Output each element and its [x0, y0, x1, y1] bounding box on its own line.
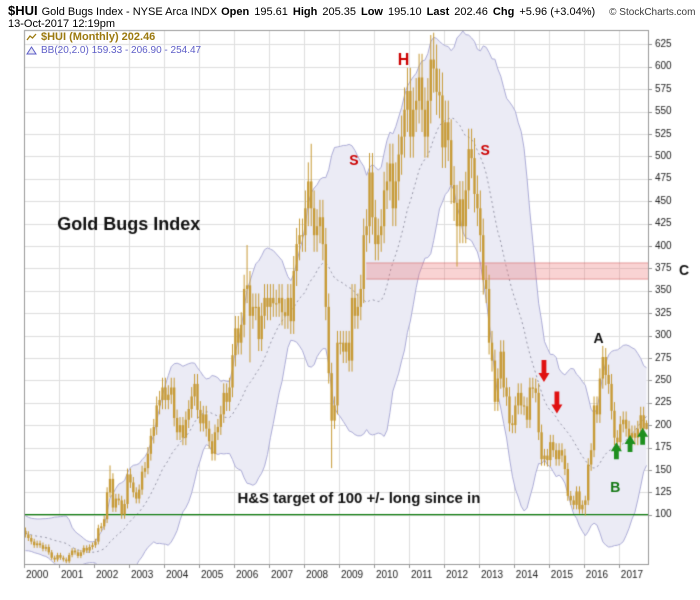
chart-title: Gold Bugs Index - NYSE Arca INDX: [41, 6, 218, 18]
timestamp: 13-Oct-2017 12:19pm: [8, 18, 116, 30]
last-label: Last: [426, 6, 450, 18]
legend-price-label: $HUI (Monthly) 202.46: [41, 31, 156, 43]
ohlc-quote: Open 195.61 High 205.35 Low 195.10 Last …: [221, 6, 595, 18]
open-label: Open: [221, 6, 250, 18]
bollinger-bands-icon: [26, 46, 37, 55]
open-value: 195.61: [254, 6, 288, 18]
price-series-icon: [26, 33, 37, 40]
legend-price: $HUI (Monthly) 202.46: [26, 31, 155, 43]
last-value: 202.46: [454, 6, 488, 18]
low-label: Low: [360, 6, 383, 18]
low-value: 195.10: [387, 6, 422, 18]
legend-bollinger: BB(20,2.0) 159.33 - 206.90 - 254.47: [26, 45, 201, 56]
chart-header: $HUI Gold Bugs Index - NYSE Arca INDX Op…: [8, 3, 695, 18]
chg-value: +5.96 (+3.04%): [519, 6, 596, 18]
symbol-label: $HUI: [8, 3, 38, 18]
copyright: © StockCharts.com: [609, 7, 696, 18]
high-label: High: [292, 6, 318, 18]
high-value: 205.35: [322, 6, 356, 18]
chg-label: Chg: [492, 6, 515, 18]
legend-bollinger-label: BB(20,2.0) 159.33 - 206.90 - 254.47: [41, 45, 202, 56]
